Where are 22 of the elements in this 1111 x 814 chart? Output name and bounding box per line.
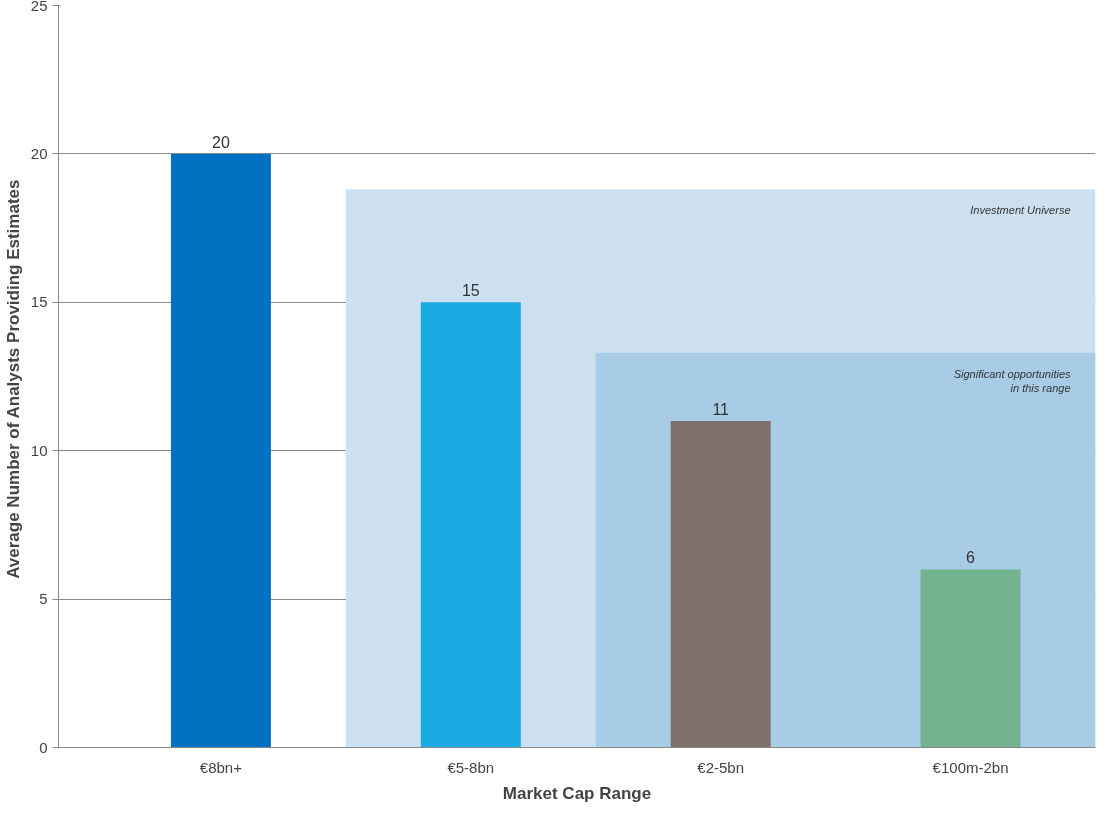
y-axis-title: Average Number of Analysts Providing Estimates [3, 179, 23, 579]
x-tick-label: €100m-2bn [932, 758, 1009, 776]
data-label: 20 [212, 133, 230, 151]
x-tick-label: €5-8bn [447, 758, 495, 776]
y-tick-label: 5 [39, 590, 48, 608]
bar [670, 421, 771, 748]
data-label: 15 [461, 282, 480, 300]
band-label: Significant opportunities in this range [953, 367, 1072, 394]
bar [920, 569, 1021, 748]
band-label: Investment Universe [970, 204, 1071, 217]
x-axis-title: Market Cap Range [502, 783, 652, 803]
data-label: 11 [712, 401, 730, 419]
y-tick-label: 0 [39, 738, 48, 756]
x-tick-label: €2-5bn [697, 758, 745, 776]
x-tick-label: €8bn+ [199, 758, 243, 776]
y-tick-label: 15 [30, 293, 48, 311]
y-tick-label: 20 [30, 144, 48, 162]
bar [420, 302, 521, 748]
bar [170, 153, 271, 748]
y-tick-label: 10 [30, 441, 48, 459]
data-label: 6 [966, 549, 976, 567]
y-tick-label: 25 [30, 0, 48, 14]
